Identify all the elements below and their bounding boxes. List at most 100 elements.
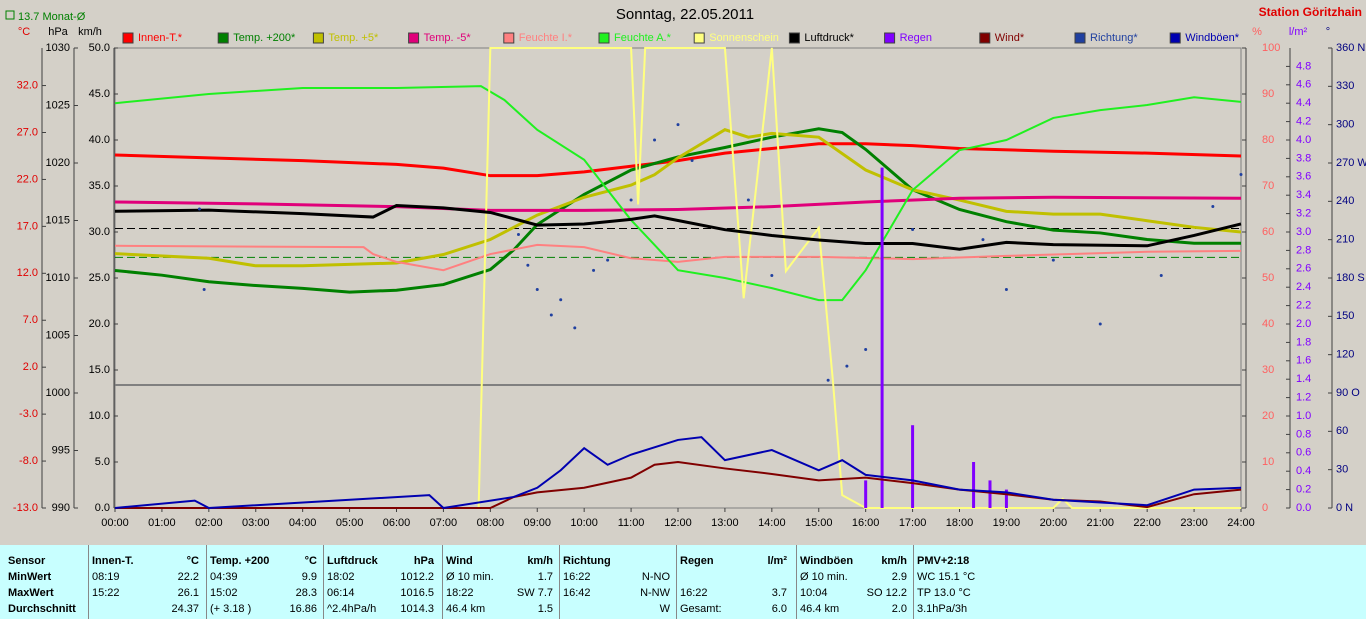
axis-unit: °C: [18, 26, 30, 38]
direction-point: [770, 273, 774, 277]
cell-value: N-NW: [640, 587, 670, 599]
direction-point: [526, 263, 530, 267]
y-tick-label: 10: [1262, 456, 1274, 468]
y-tick-label: 150: [1336, 310, 1354, 322]
y-tick-label: 2.6: [1296, 263, 1311, 275]
group-unit: km/h: [527, 555, 553, 567]
y-tick-label: 15.0: [89, 364, 110, 376]
cell-value: W: [659, 603, 670, 615]
y-tick-label: 70: [1262, 180, 1274, 192]
cell-value: SO 12.2: [866, 587, 907, 599]
y-tick-label: 0.4: [1296, 465, 1311, 477]
y-tick-label: 0.0: [1296, 502, 1311, 514]
cell-value: 28.3: [295, 587, 317, 599]
direction-point: [202, 288, 206, 291]
legend-label: Temp. -5*: [424, 32, 472, 44]
cell-note: Ø 10 min.: [446, 571, 494, 583]
cell-value: 6.0: [771, 603, 787, 615]
column-separator: [913, 545, 914, 619]
cell-note: 04:39: [210, 571, 238, 583]
legend-label: Temp. +5*: [328, 32, 379, 44]
direction-point: [592, 268, 596, 272]
y-tick-label: 4.4: [1296, 97, 1311, 109]
legend-label: Wind*: [995, 32, 1025, 44]
y-tick-label: 4.0: [1296, 134, 1311, 146]
direction-point: [535, 288, 539, 291]
series-line: [114, 85, 1242, 302]
cell-note: 10:04: [800, 587, 828, 599]
direction-point: [653, 138, 657, 142]
legend-label: Sonnenschein: [709, 32, 779, 44]
direction-point: [690, 158, 694, 162]
y-tick-label: 2.4: [1296, 281, 1311, 293]
legend-label: Innen-T.*: [138, 32, 183, 44]
y-tick-label: 1020: [46, 157, 70, 169]
row-label: MaxWert: [8, 587, 54, 599]
y-tick-label: 27.0: [17, 126, 38, 138]
group-unit: l/m²: [767, 555, 787, 567]
cell-value: SW 7.7: [516, 587, 553, 599]
x-tick-label: 03:00: [242, 517, 270, 529]
cell-note: (+ 3.18 ): [210, 603, 252, 615]
x-tick-label: 14:00: [758, 517, 786, 529]
column-separator: [676, 545, 677, 619]
cell-value: 16.86: [289, 603, 317, 615]
column-separator: [442, 545, 443, 619]
cell-note: TP 13.0 °C: [917, 587, 971, 599]
series-line: [114, 243, 1242, 272]
group-unit: °C: [304, 555, 317, 567]
station: Station Göritzhain: [1259, 5, 1362, 19]
group-title: PMV+2:18: [917, 555, 970, 567]
direction-point: [549, 313, 553, 317]
x-tick-label: 06:00: [383, 517, 411, 529]
legend-swatch: [1074, 32, 1086, 44]
direction-point: [676, 123, 680, 127]
summary-table: Sensor MinWert MaxWert Durchschnitt Innen-T.…: [0, 545, 1366, 619]
direction-point: [911, 227, 915, 231]
x-tick-label: 16:00: [852, 517, 880, 529]
group-unit: hPa: [413, 555, 434, 567]
legend-swatch: [693, 32, 705, 44]
axis-unit: km/h: [78, 26, 102, 38]
x-tick-label: 02:00: [195, 517, 223, 529]
cell-note: Gesamt:: [680, 603, 722, 615]
legend-label: Feuchte I.*: [519, 32, 573, 44]
cell-value: 1.5: [537, 603, 553, 615]
y-tick-label: 32.0: [17, 79, 38, 91]
column-separator: [559, 545, 560, 619]
y-tick-label: 1015: [46, 214, 70, 226]
y-tick-label: 3.0: [1296, 226, 1311, 238]
y-tick-label: 210: [1336, 234, 1354, 246]
cell-value: 1.7: [537, 571, 553, 583]
y-tick-label: 4.2: [1296, 116, 1311, 128]
column-separator: [796, 545, 797, 619]
cell-value: 1014.3: [400, 603, 434, 615]
x-tick-label: 08:00: [477, 517, 505, 529]
x-tick-label: 05:00: [336, 517, 364, 529]
y-tick-label: 120: [1336, 349, 1354, 361]
cell-note: 46.4 km: [800, 603, 840, 615]
legend-swatch: [408, 32, 420, 44]
y-tick-label: 60: [1336, 425, 1348, 437]
cell-note: 16:42: [563, 587, 591, 599]
cell-value: 1016.5: [400, 587, 434, 599]
y-tick-label: 25.0: [89, 272, 110, 284]
chart-title: Sonntag, 22.05.2011: [616, 6, 754, 23]
rain-bar: [988, 480, 992, 508]
y-tick-label: 1.2: [1296, 392, 1311, 404]
group-title: Innen-T.: [92, 555, 134, 567]
y-tick-label: 22.0: [17, 173, 38, 185]
group-title: Temp. +200: [210, 555, 270, 567]
series-line: [114, 128, 1242, 268]
y-tick-label: 2.8: [1296, 244, 1311, 256]
x-tick-label: 11:00: [618, 517, 645, 529]
legend-swatch: [788, 32, 800, 44]
y-tick-label: 2.2: [1296, 300, 1311, 312]
legend-swatch: [312, 32, 324, 44]
cell-value: 24.37: [171, 603, 199, 615]
legend-swatch: [884, 32, 896, 44]
rain-bar: [972, 462, 976, 508]
y-tick-label: 40.0: [89, 134, 110, 146]
legend-swatch: [122, 32, 134, 44]
column-separator: [323, 545, 324, 619]
